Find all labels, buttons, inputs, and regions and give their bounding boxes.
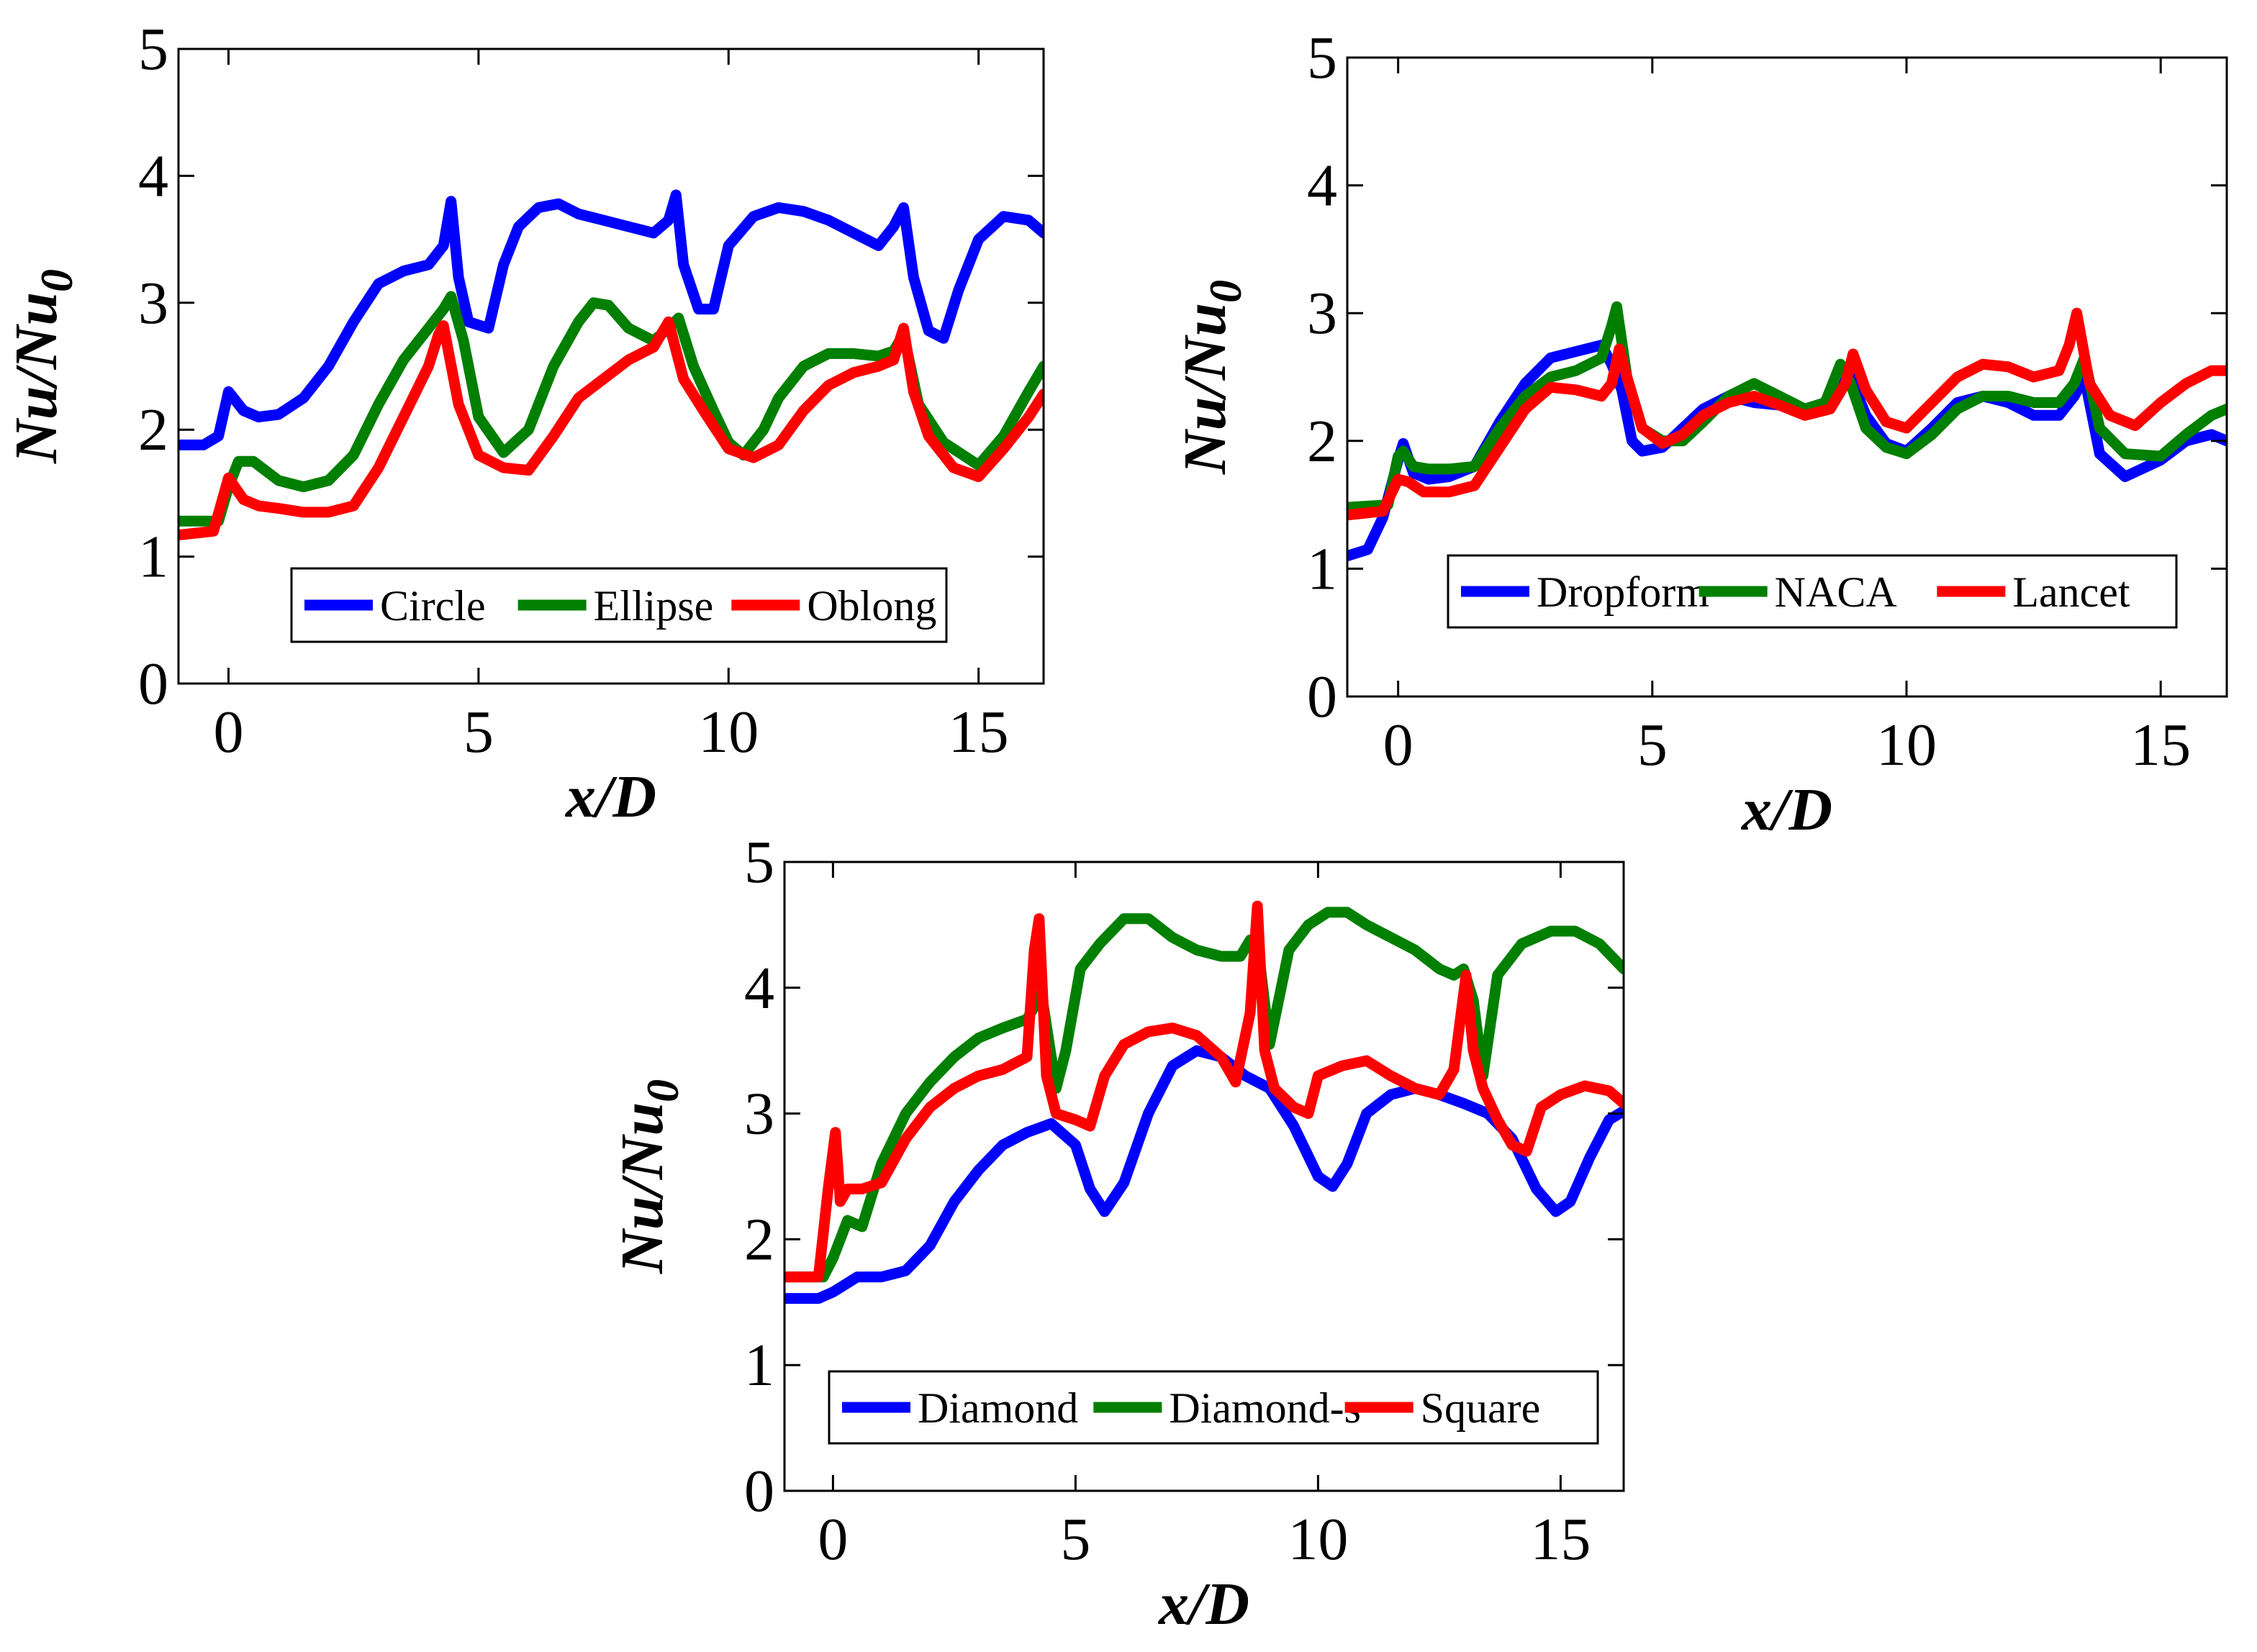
y-tick-label: 5 bbox=[744, 829, 774, 896]
x-tick-label: 10 bbox=[698, 699, 759, 766]
legend: Circle Ellipse Oblong bbox=[290, 567, 948, 643]
y-tick-label: 0 bbox=[138, 650, 168, 717]
x-tick-label: 5 bbox=[1060, 1506, 1090, 1573]
legend-label-lancet: Lancet bbox=[2012, 568, 2130, 616]
y-tick-label: 2 bbox=[1307, 408, 1337, 475]
series-line-diamond bbox=[784, 1045, 1624, 1304]
y-tick-label: 1 bbox=[1307, 535, 1337, 602]
y-axis-title-main: Nu/Nu bbox=[1172, 303, 1239, 475]
x-axis-title: x/D bbox=[564, 763, 656, 830]
y-axis-title: Nu/Nu0 bbox=[609, 1079, 688, 1274]
series-line-diamond-s bbox=[784, 907, 1624, 1283]
plot-frame bbox=[177, 47, 1045, 685]
legend-label-dropform: Dropform bbox=[1537, 568, 1709, 616]
y-tick-label: 3 bbox=[138, 270, 168, 337]
x-tick-label: 15 bbox=[949, 699, 1009, 766]
x-tick-label: 5 bbox=[1637, 712, 1668, 779]
y-axis-title-main: Nu/Nu bbox=[609, 1102, 676, 1274]
plot-frame bbox=[1346, 56, 2228, 698]
legend-label-diamond-s: Diamond-s bbox=[1169, 1384, 1361, 1432]
legend: Diamond Diamond-s Square bbox=[828, 1370, 1599, 1445]
y-tick-label: 4 bbox=[744, 955, 774, 1022]
y-tick-label: 4 bbox=[138, 142, 168, 209]
x-tick-label: 10 bbox=[1288, 1506, 1348, 1573]
x-tick-label: 0 bbox=[213, 699, 243, 766]
x-tick-label: 15 bbox=[2130, 712, 2191, 779]
x-tick-label: 0 bbox=[1383, 712, 1414, 779]
y-tick-label: 3 bbox=[744, 1081, 774, 1148]
plot-frame bbox=[783, 861, 1625, 1492]
y-axis-title: Nu/Nu0 bbox=[1172, 280, 1251, 475]
y-tick-label: 1 bbox=[138, 524, 168, 591]
x-axis-title: x/D bbox=[1740, 776, 1832, 843]
series-line-lancet bbox=[1347, 307, 2227, 521]
series-line-square bbox=[784, 900, 1624, 1283]
legend-box bbox=[828, 1370, 1599, 1445]
legend: Dropform NACA Lancet bbox=[1447, 554, 2178, 629]
y-tick-label: 2 bbox=[744, 1206, 774, 1273]
x-axis-title: x/D bbox=[1157, 1571, 1249, 1638]
legend-box bbox=[1447, 554, 2178, 629]
y-tick-label: 4 bbox=[1307, 153, 1337, 219]
y-axis-title-subscript: 0 bbox=[1200, 280, 1251, 303]
y-axis-title: Nu/Nu0 bbox=[3, 269, 82, 464]
legend-label-circle: Circle bbox=[380, 582, 486, 630]
legend-label-oblong: Oblong bbox=[807, 582, 936, 630]
y-tick-label: 1 bbox=[744, 1332, 774, 1399]
y-axis-title-main: Nu/Nu bbox=[3, 292, 70, 464]
x-tick-label: 10 bbox=[1876, 712, 1937, 779]
x-tick-label: 5 bbox=[463, 699, 494, 766]
legend-label-diamond: Diamond bbox=[918, 1384, 1078, 1432]
y-tick-label: 0 bbox=[1307, 663, 1337, 730]
y-tick-label: 0 bbox=[744, 1458, 774, 1525]
legend-label-naca: NACA bbox=[1775, 568, 1897, 616]
y-tick-label: 3 bbox=[1307, 280, 1337, 347]
legend-label-ellipse: Ellipse bbox=[594, 582, 714, 630]
legend-box bbox=[290, 567, 948, 643]
y-axis-title-subscript: 0 bbox=[637, 1079, 688, 1102]
series-line-oblong bbox=[178, 316, 1044, 541]
series-line-circle bbox=[178, 189, 1044, 450]
y-axis-title-subscript: 0 bbox=[31, 269, 82, 292]
legend-label-square: Square bbox=[1421, 1384, 1541, 1432]
y-tick-label: 5 bbox=[138, 16, 168, 83]
x-tick-label: 15 bbox=[1530, 1506, 1591, 1573]
y-tick-label: 5 bbox=[1307, 24, 1337, 91]
x-tick-label: 0 bbox=[818, 1506, 848, 1573]
series-line-naca bbox=[1347, 301, 2227, 513]
y-tick-label: 2 bbox=[138, 396, 168, 463]
